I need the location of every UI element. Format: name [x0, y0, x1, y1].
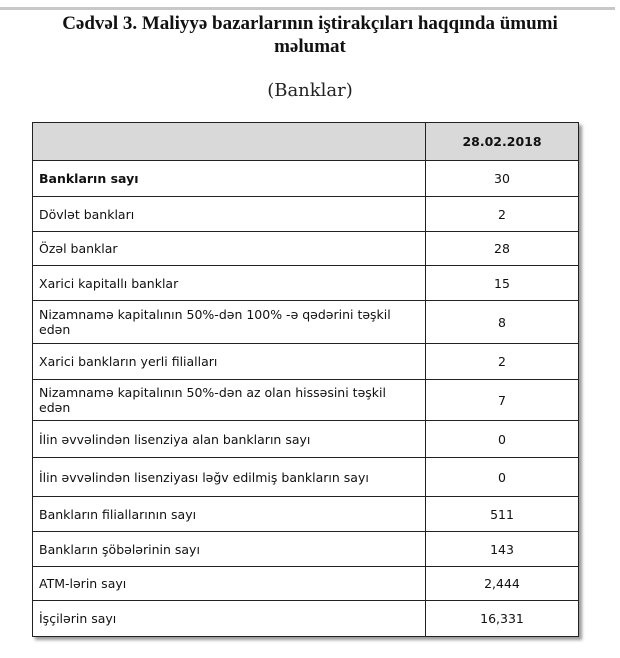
cell-value: 2 [425, 196, 579, 232]
cell-label: İlin əvvəlindən lisenziya alan bankların… [32, 420, 426, 458]
cell-label: Dövlət bankları [32, 196, 426, 232]
table-row: ATM-lərin sayı 2,444 [32, 566, 579, 601]
cell-value: 7 [425, 379, 579, 421]
table-row: Xarici bankların yerli filialları 2 [32, 343, 579, 380]
cell-label: ATM-lərin sayı [32, 566, 426, 601]
table-row: Bankların şöbələrinin sayı 143 [32, 531, 579, 567]
cell-value: 511 [425, 496, 579, 532]
cell-value: 2 [425, 343, 579, 380]
cell-label: Xarici bankların yerli filialları [32, 343, 426, 380]
cell-value: 8 [425, 300, 579, 344]
cell-value: 28 [425, 231, 579, 266]
table-row: Dövlət bankları 2 [32, 196, 579, 232]
cell-value: 30 [425, 160, 579, 197]
table-row: Nizamnamə kapitalının 50%-dən 100% -ə qə… [32, 300, 579, 344]
title: Cədvəl 3. Maliyyə bazarlarının iştirakçı… [62, 13, 558, 57]
cell-value: 16,331 [425, 600, 579, 637]
column-header [32, 122, 426, 161]
cell-label: İşçilərin sayı [32, 600, 426, 637]
cell-label: Nizamnamə kapitalının 50%-dən az olan hi… [32, 379, 426, 421]
column-header: 28.02.2018 [425, 122, 579, 161]
cell-label: Bankların sayı [32, 160, 426, 197]
table-row: İlin əvvəlindən lisenziya alan bankların… [32, 420, 579, 458]
cell-label: Özəl banklar [32, 231, 426, 266]
cell-label: Xarici kapitallı banklar [32, 265, 426, 301]
table-row: Bankların filiallarının sayı 511 [32, 496, 579, 532]
table-row: Xarici kapitallı banklar 15 [32, 265, 579, 301]
cell-value: 0 [425, 420, 579, 458]
header-row: 28.02.2018 [32, 122, 579, 161]
table-row: Bankların sayı 30 [32, 160, 579, 197]
cell-value: 143 [425, 531, 579, 567]
table-row: İşçilərin sayı 16,331 [32, 600, 579, 637]
table-row: İlin əvvəlindən lisenziyası ləğv edilmiş… [32, 457, 579, 497]
top-rule [0, 7, 615, 10]
cell-value: 15 [425, 265, 579, 301]
table-row: Nizamnamə kapitalının 50%-dən az olan hi… [32, 379, 579, 421]
table-row: Özəl banklar 28 [32, 231, 579, 266]
cell-label: Bankların şöbələrinin sayı [32, 531, 426, 567]
cell-label: Nizamnamə kapitalının 50%-dən 100% -ə qə… [32, 300, 426, 344]
cell-label: Bankların filiallarının sayı [32, 496, 426, 532]
data-table: 28.02.2018 Bankların sayı 30 Dövlət bankla… [32, 122, 579, 637]
cell-value: 0 [425, 457, 579, 497]
subtitle: (Banklar) [267, 80, 353, 101]
cell-value: 2,444 [425, 566, 579, 601]
cell-label: İlin əvvəlindən lisenziyası ləğv edilmiş… [32, 457, 426, 497]
